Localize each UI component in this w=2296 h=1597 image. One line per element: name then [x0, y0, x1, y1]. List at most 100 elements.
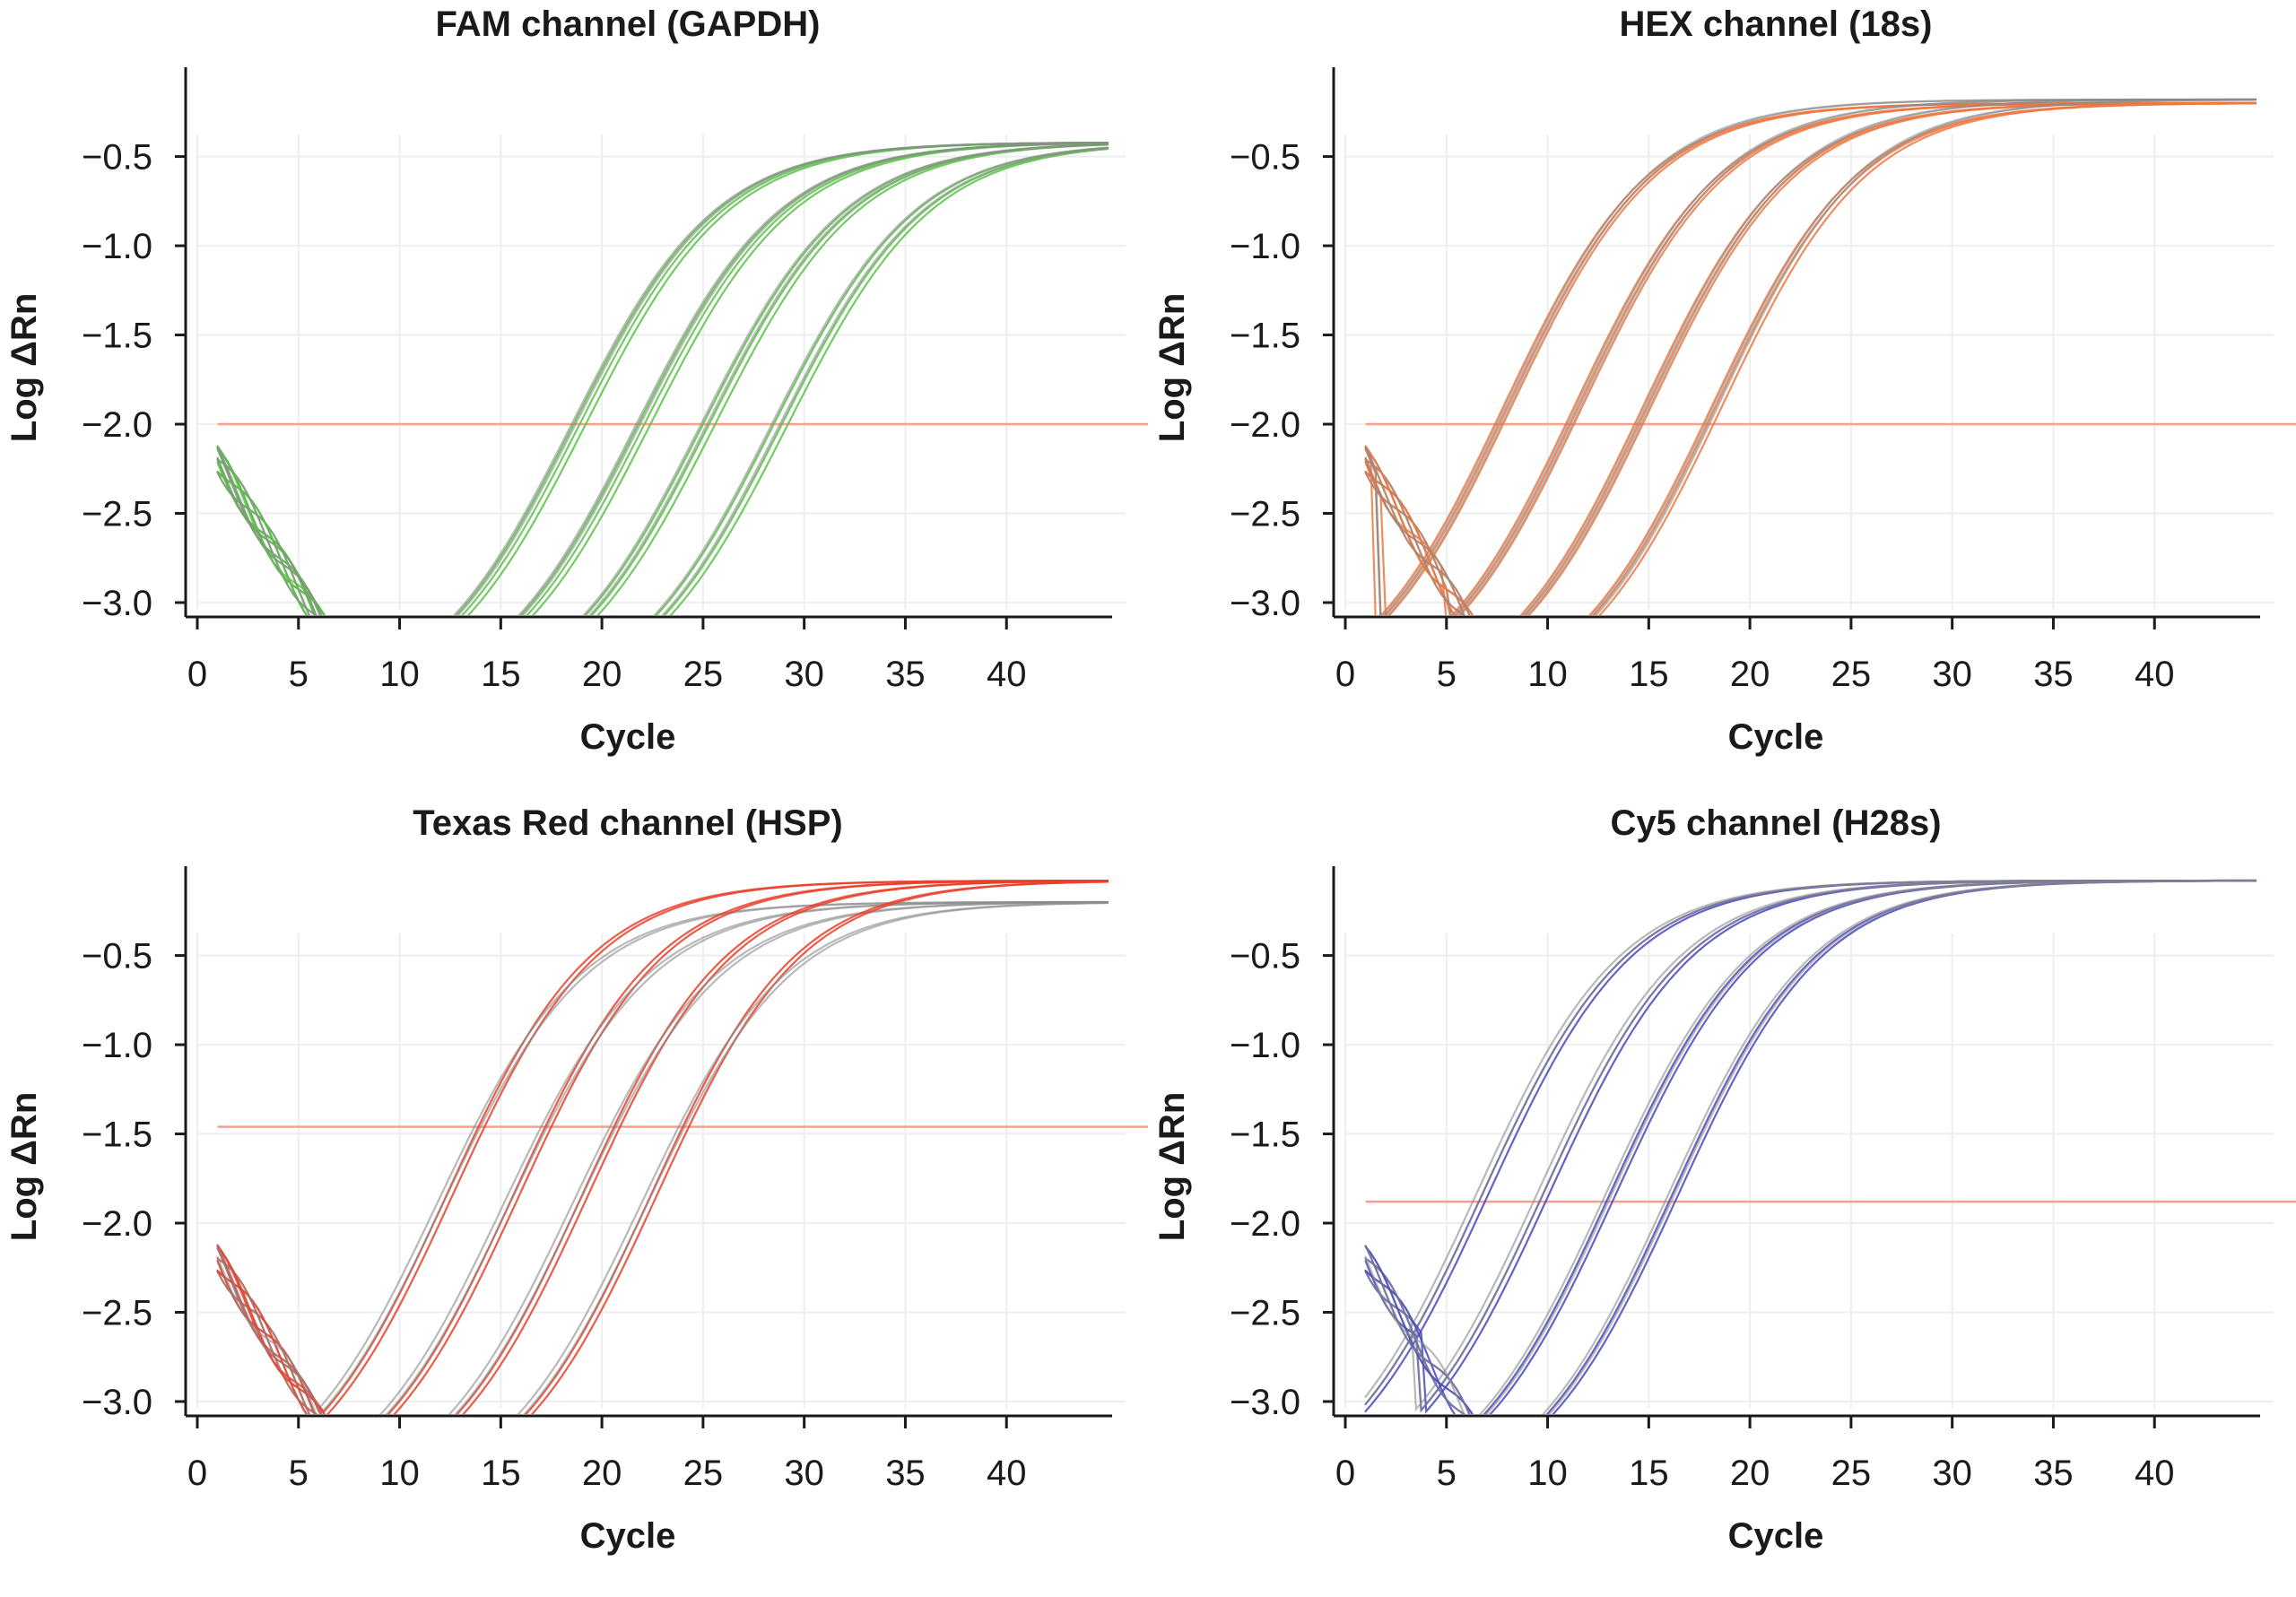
x-tick-label: 35	[885, 1454, 926, 1493]
x-tick-label: 20	[582, 1454, 622, 1493]
y-tick-label: −2.0	[82, 1204, 152, 1244]
amplification-curve	[1364, 101, 2257, 615]
amplification-curve	[1364, 101, 2257, 615]
x-axis-label: Cycle	[1728, 1516, 1824, 1556]
y-tick-label: −0.5	[82, 138, 152, 178]
x-tick-label: 0	[1335, 655, 1355, 694]
chart-title: Cy5 channel (H28s)	[1610, 803, 1941, 843]
x-tick-label: 30	[1932, 655, 1972, 694]
amplification-curve	[216, 148, 1109, 615]
amplification-curve	[216, 146, 1109, 615]
amplification-curve	[216, 881, 1109, 1414]
x-tick-label: 10	[1527, 1454, 1568, 1493]
amplification-curve	[1364, 102, 2257, 615]
amplification-curve	[1364, 101, 2257, 615]
chart-title: HEX channel (18s)	[1619, 4, 1932, 44]
y-tick-label: −1.0	[1230, 1026, 1300, 1065]
amplification-curve	[216, 142, 1109, 615]
x-tick-label: 5	[289, 1454, 309, 1493]
y-axis-label: Log ΔRn	[1152, 293, 1192, 442]
amplification-curve	[216, 142, 1109, 615]
amplification-curve	[1364, 102, 2257, 615]
x-tick-label: 35	[885, 655, 926, 694]
amplification-curve	[216, 901, 1109, 1414]
y-tick-label: −1.5	[82, 1115, 152, 1155]
y-tick-label: −1.0	[1230, 227, 1300, 266]
y-axis-label: Log ΔRn	[1152, 1092, 1192, 1241]
amplification-curve	[216, 143, 1109, 615]
x-tick-label: 0	[187, 655, 207, 694]
y-tick-label: −2.0	[1230, 1204, 1300, 1244]
curves	[1364, 98, 2257, 615]
chart-title: Texas Red channel (HSP)	[413, 803, 842, 843]
amplification-curve	[216, 881, 1109, 1414]
amplification-curve	[216, 141, 1109, 615]
y-tick-label: −2.0	[82, 405, 152, 445]
amplification-curve	[1364, 102, 2257, 615]
y-tick-label: −0.5	[1230, 138, 1300, 178]
amplification-curve	[216, 142, 1109, 615]
x-tick-label: 25	[1831, 1454, 1872, 1493]
y-tick-label: −1.5	[1230, 317, 1300, 356]
panel-fam: FAM channel (GAPDH) −3.0 −2.5 −2.0 −1.5 −1.0 −…	[0, 0, 1148, 798]
amplification-curve	[216, 143, 1109, 615]
amplification-curve	[216, 147, 1109, 615]
y-tick-label: −0.5	[1230, 937, 1300, 976]
x-tick-label: 15	[1629, 655, 1669, 694]
y-tick-label: −1.0	[82, 1026, 152, 1065]
amplification-curve	[1364, 102, 2257, 615]
amplification-curve	[216, 146, 1109, 615]
x-tick-label: 40	[987, 1454, 1027, 1493]
y-tick-label: −2.5	[1230, 495, 1300, 534]
amplification-curve	[1364, 98, 2257, 615]
chart-svg: FAM channel (GAPDH) −3.0 −2.5 −2.0 −1.5 −1.0 −…	[4, 4, 1148, 757]
x-tick-label: 25	[1831, 655, 1872, 694]
amplification-curve	[216, 901, 1109, 1414]
curves	[1364, 879, 2257, 1414]
amplification-curve	[216, 142, 1109, 615]
x-tick-label: 10	[1527, 655, 1568, 694]
amplification-curve	[1364, 98, 2257, 615]
amplification-curve	[1364, 101, 2257, 615]
y-tick-label: −3.0	[1230, 1383, 1300, 1422]
amplification-curve	[216, 147, 1109, 615]
x-tick-label: 30	[784, 1454, 824, 1493]
amplification-curve	[1364, 101, 2257, 615]
x-tick-label: 20	[1730, 655, 1770, 694]
x-tick-label: 30	[784, 655, 824, 694]
amplification-curve	[1364, 98, 2257, 615]
panel-cy5: Cy5 channel (H28s) −3.0 −2.5 −2.0 −1.5 −1.0 −0…	[1148, 799, 2296, 1597]
chart-svg: Texas Red channel (HSP) −3.0 −2.5 −2.0 −1.5 −…	[4, 803, 1148, 1556]
x-tick-label: 20	[1730, 1454, 1770, 1493]
x-tick-label: 0	[187, 1454, 207, 1493]
panel-hex: HEX channel (18s) −3.0 −2.5 −2.0 −1.5 −1.0 −0.…	[1148, 0, 2296, 798]
amplification-curve	[216, 142, 1109, 615]
amplification-curve	[216, 901, 1109, 1414]
amplification-curve	[1364, 879, 2257, 1406]
y-tick-label: −1.5	[82, 317, 152, 356]
amplification-curve	[1364, 99, 2257, 615]
x-tick-label: 40	[2135, 1454, 2175, 1493]
amplification-curve	[1364, 880, 2257, 1414]
x-tick-label: 10	[379, 1454, 420, 1493]
y-tick-label: −3.0	[82, 1383, 152, 1422]
curves	[216, 880, 1109, 1414]
y-tick-label: −1.5	[1230, 1115, 1300, 1155]
x-tick-label: 25	[683, 655, 724, 694]
x-tick-label: 35	[2033, 655, 2074, 694]
y-tick-label: −0.5	[82, 937, 152, 976]
amplification-curve	[1364, 879, 2257, 1406]
amplification-curve	[216, 143, 1109, 615]
curves	[216, 141, 1109, 615]
x-tick-label: 5	[1437, 655, 1457, 694]
y-tick-label: −2.5	[1230, 1294, 1300, 1333]
x-axis-label: Cycle	[580, 1516, 676, 1556]
chart-svg: Cy5 channel (H28s) −3.0 −2.5 −2.0 −1.5 −1.0 −0…	[1152, 803, 2296, 1556]
amplification-curve	[216, 901, 1109, 1414]
amplification-curve	[216, 880, 1109, 1414]
x-tick-label: 0	[1335, 1454, 1355, 1493]
x-tick-label: 15	[1629, 1454, 1669, 1493]
amplification-curve	[216, 142, 1109, 615]
y-tick-label: −3.0	[1230, 584, 1300, 623]
x-tick-label: 40	[2135, 655, 2175, 694]
